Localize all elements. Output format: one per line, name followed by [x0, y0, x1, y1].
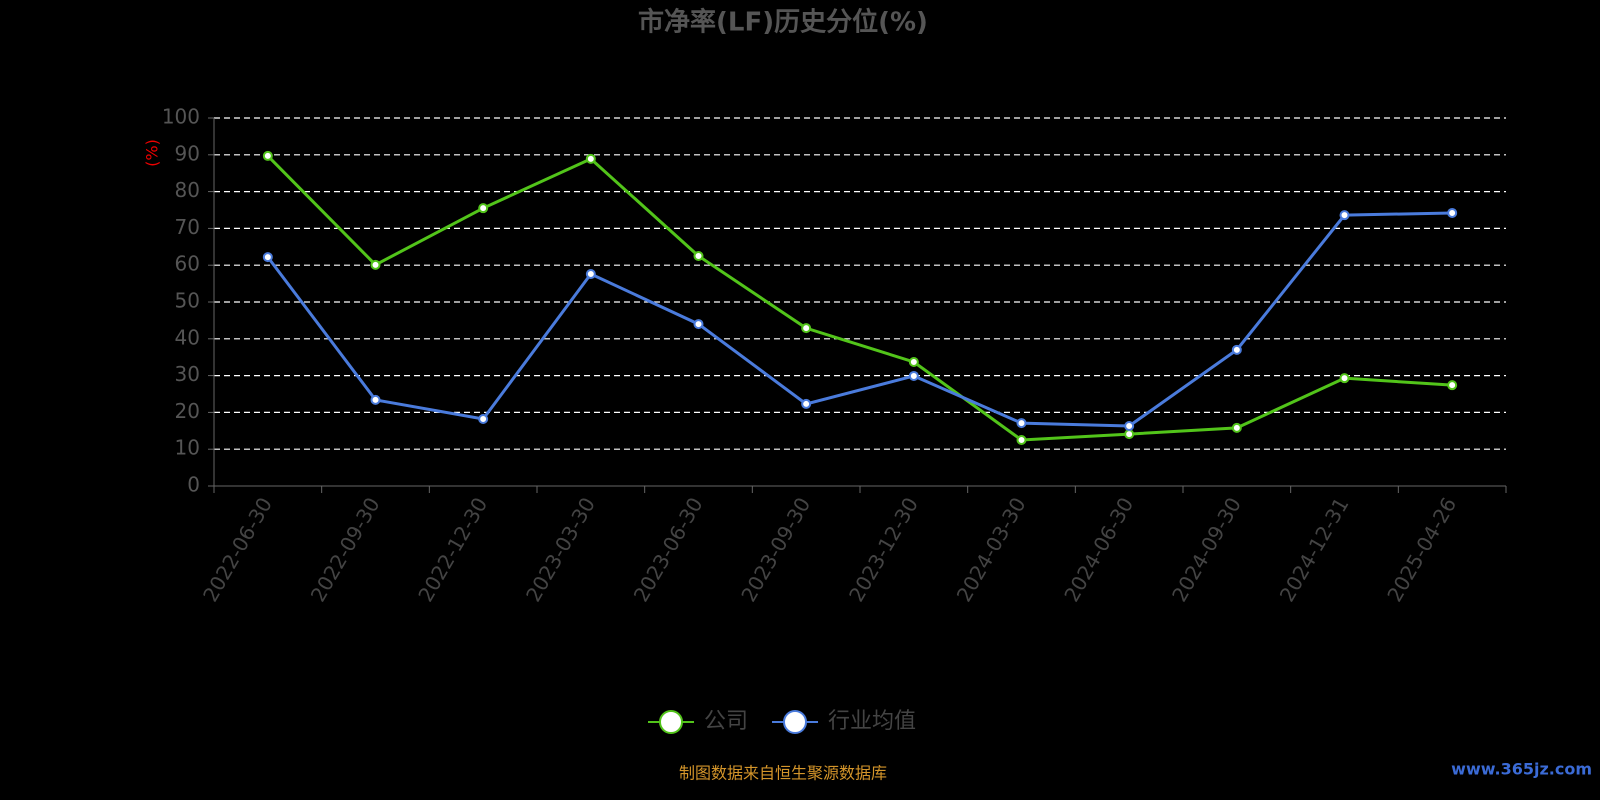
chart-title: 市净率(LF)历史分位(%): [638, 7, 928, 38]
point: [370, 394, 381, 405]
watermark: www.365jz.com: [1451, 760, 1592, 779]
point: [1231, 344, 1242, 355]
point: [1124, 421, 1135, 432]
point: [370, 259, 381, 270]
series-line: [266, 211, 1453, 428]
point: [1231, 422, 1242, 433]
y-tick-label: 30: [175, 362, 200, 386]
point: [585, 269, 596, 280]
point: [1447, 207, 1458, 218]
point: [478, 203, 489, 214]
source-note: 制图数据来自恒生聚源数据库: [679, 764, 887, 783]
point: [262, 252, 273, 263]
y-tick-label: 10: [175, 436, 200, 460]
point: [1016, 418, 1027, 429]
y-tick-label: 80: [175, 178, 200, 202]
point: [801, 398, 812, 409]
legend-label: 公司: [704, 709, 748, 734]
y-tick-label: 90: [175, 141, 200, 165]
point: [1339, 373, 1350, 384]
y-tick-label: 50: [175, 289, 200, 313]
point: [262, 150, 273, 161]
point: [801, 323, 812, 334]
point: [908, 356, 919, 367]
y-tick-label: 100: [162, 105, 200, 129]
point: [693, 319, 704, 330]
y-tick-label: 0: [187, 473, 200, 497]
point: [1016, 435, 1027, 445]
point: [1339, 210, 1350, 221]
y-tick-label: 40: [175, 325, 200, 349]
point: [1124, 429, 1135, 440]
y-tick-label: 60: [175, 252, 200, 276]
series-line: [266, 154, 1453, 442]
y-tick-label: 70: [175, 215, 200, 239]
point: [908, 370, 919, 381]
legend-marker: [659, 710, 683, 734]
point: [1447, 380, 1458, 391]
point: [585, 153, 596, 164]
y-tick-label: 20: [175, 399, 200, 423]
point: [478, 414, 489, 425]
point: [693, 251, 704, 261]
legend-label: 行业均值: [828, 709, 916, 734]
legend-marker: [783, 710, 808, 734]
y-axis-label: (%): [143, 139, 162, 167]
